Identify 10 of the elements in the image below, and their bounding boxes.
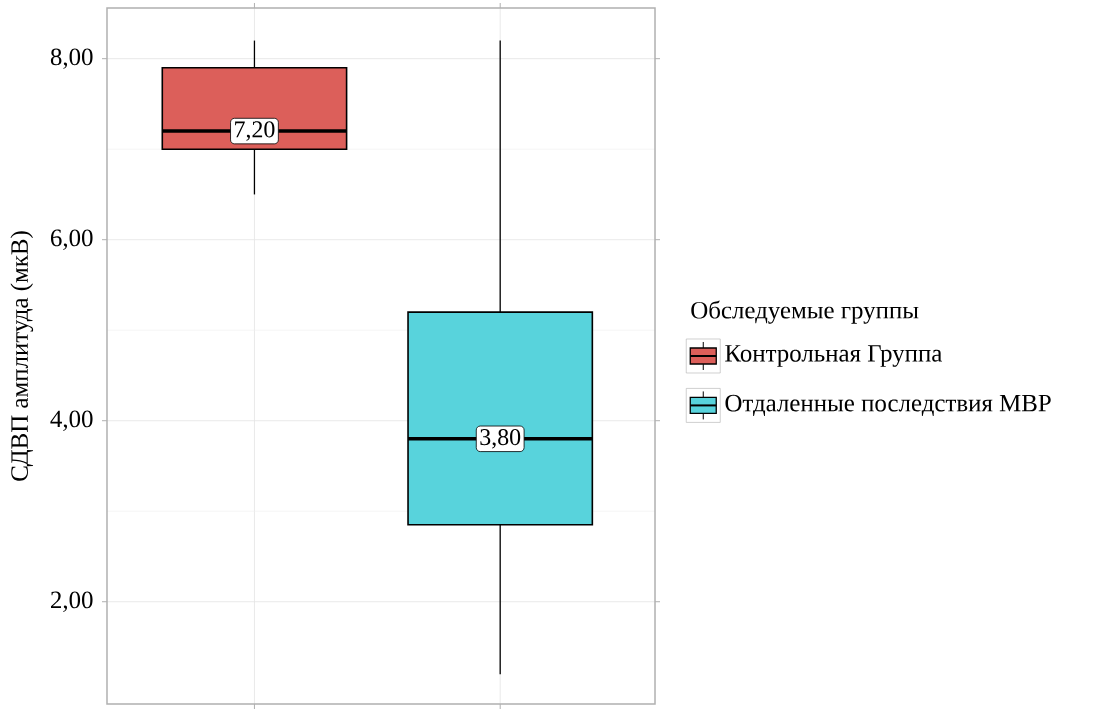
text: 7,20	[235, 121, 275, 141]
legend-label: Контрольная Группа	[725, 345, 943, 367]
text: 3,80	[480, 429, 521, 449]
y-tick-label: 8,00	[50, 48, 93, 69]
legend-label: Отдаленные последствия МВР	[725, 394, 1051, 417]
y-axis-title: СДВП амплитуда (мкВ)	[10, 231, 34, 481]
legend-title: Обследуемые группы	[691, 300, 919, 324]
y-tick-label: 2,00	[51, 591, 93, 612]
y-tick-label: 4,00	[50, 410, 93, 431]
y-tick-label: 6,00	[50, 229, 93, 250]
